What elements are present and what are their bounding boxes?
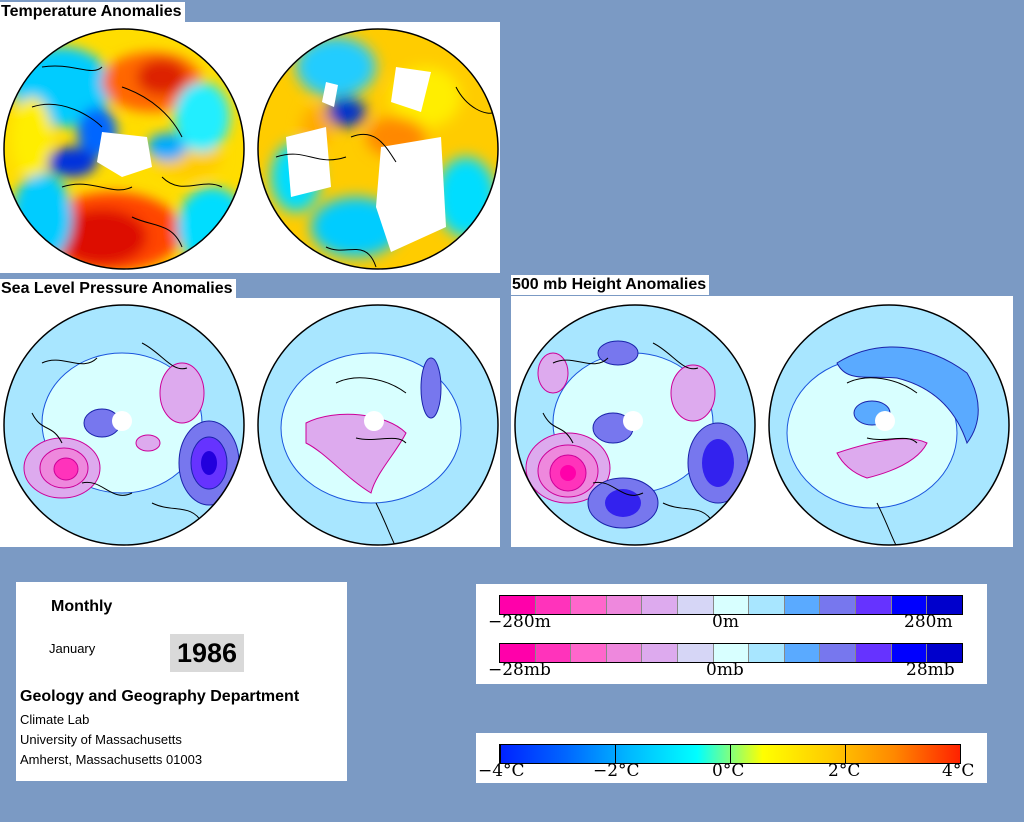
height500-map-southern [767, 303, 1011, 547]
bar-height-step-1 [535, 596, 572, 614]
bar-height-step-7 [749, 596, 785, 614]
bar-pressure-step-11 [891, 644, 928, 662]
temperature-tick-4 [960, 745, 961, 763]
bar-pressure-step-1 [535, 644, 572, 662]
temperature-tick-label-4: 4°C [942, 761, 975, 781]
bar-pressure-step-6 [713, 644, 750, 662]
bar-height-step-9 [820, 596, 857, 614]
bar-pressure-step-2 [571, 644, 607, 662]
bar-pressure-step-5 [678, 644, 714, 662]
temperature-tick-label-1: −2°C [593, 761, 640, 781]
temperature-map-northern [2, 27, 246, 271]
height-max-label: 280m [904, 612, 953, 632]
anomaly-scale-box: −280m 0m 280m −28mb 0mb 28mb [476, 584, 987, 684]
bar-pressure-step-0 [500, 644, 536, 662]
temperature-map-southern [256, 27, 500, 271]
bar-height-step-5 [678, 596, 714, 614]
pressure-colorbar [499, 643, 963, 663]
bar-height-step-11 [891, 596, 928, 614]
bar-pressure-step-12 [927, 644, 962, 662]
bar-height-step-10 [856, 596, 892, 614]
temperature-tick-1 [615, 745, 616, 763]
temperature-tick-label-0: −4°C [478, 761, 525, 781]
bar-pressure-step-8 [784, 644, 821, 662]
height500-map-northern [513, 303, 757, 547]
bar-height-step-4 [642, 596, 679, 614]
temperature-colorbar [499, 744, 961, 764]
temperature-tick-3 [845, 745, 846, 763]
bar-pressure-step-4 [642, 644, 679, 662]
temperature-tick-0 [500, 745, 501, 763]
month-label: January [49, 641, 96, 656]
address-label: Amherst, Massachusetts 01003 [20, 752, 203, 767]
height-mid-label: 0m [712, 612, 739, 632]
bar-height-step-3 [606, 596, 643, 614]
lab-label: Climate Lab [20, 712, 90, 727]
temperature-scale-box: −4°C −2°C 0°C 2°C 4°C [476, 733, 987, 783]
info-box: Monthly January 1986 Geology and Geograp… [16, 582, 347, 781]
bar-height-step-12 [927, 596, 962, 614]
bar-pressure-step-10 [856, 644, 892, 662]
bar-height-step-8 [784, 596, 821, 614]
department-label: Geology and Geography Department [20, 688, 300, 705]
frequency-label: Monthly [51, 598, 113, 615]
bar-height-step-0 [500, 596, 536, 614]
pressure-min-label: −28mb [488, 660, 551, 680]
slp-map-northern [2, 303, 246, 547]
year-label: 1986 [170, 634, 244, 672]
bar-pressure-step-9 [820, 644, 857, 662]
bar-height-step-2 [571, 596, 607, 614]
pressure-max-label: 28mb [906, 660, 955, 680]
temperature-title: Temperature Anomalies [0, 2, 185, 22]
bar-pressure-step-3 [606, 644, 643, 662]
temperature-tick-label-3: 2°C [828, 761, 861, 781]
temperature-tick-label-2: 0°C [712, 761, 745, 781]
bar-height-step-6 [713, 596, 750, 614]
university-label: University of Massachusetts [20, 732, 182, 747]
slp-map-southern [256, 303, 500, 547]
height-colorbar [499, 595, 963, 615]
height-min-label: −280m [488, 612, 551, 632]
temperature-tick-2 [730, 745, 731, 763]
height500-title: 500 mb Height Anomalies [511, 275, 710, 295]
pressure-mid-label: 0mb [706, 660, 744, 680]
bar-pressure-step-7 [749, 644, 785, 662]
slp-title: Sea Level Pressure Anomalies [0, 279, 236, 299]
